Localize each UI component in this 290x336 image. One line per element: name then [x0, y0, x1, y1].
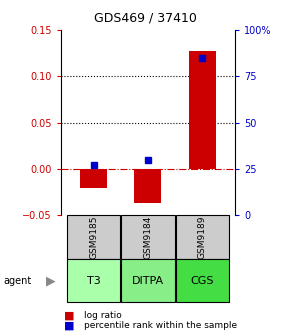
- Bar: [67, 215, 120, 259]
- Bar: [176, 259, 229, 302]
- Text: agent: agent: [3, 276, 31, 286]
- Text: percentile rank within the sample: percentile rank within the sample: [84, 321, 237, 330]
- Text: ▶: ▶: [46, 274, 56, 287]
- Bar: [67, 259, 120, 302]
- Text: GSM9184: GSM9184: [143, 215, 153, 259]
- Bar: [134, 169, 162, 203]
- Bar: [189, 51, 216, 169]
- Text: T3: T3: [87, 276, 100, 286]
- Bar: [80, 169, 107, 188]
- Text: DITPA: DITPA: [132, 276, 164, 286]
- Text: GSM9185: GSM9185: [89, 215, 98, 259]
- Bar: [176, 215, 229, 259]
- Text: GDS469 / 37410: GDS469 / 37410: [94, 12, 196, 25]
- Text: CGS: CGS: [191, 276, 214, 286]
- Text: ■: ■: [64, 310, 74, 320]
- Text: log ratio: log ratio: [84, 311, 122, 320]
- Text: ■: ■: [64, 320, 74, 330]
- Bar: [121, 215, 175, 259]
- Bar: [121, 259, 175, 302]
- Text: GSM9189: GSM9189: [198, 215, 207, 259]
